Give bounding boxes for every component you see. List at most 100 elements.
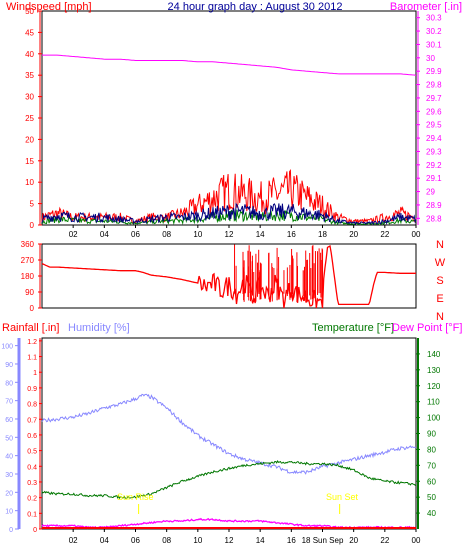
rain-tick-label: 0.3 <box>27 480 37 487</box>
sunset-label: Sun Set <box>326 492 359 502</box>
compass-label: N <box>436 311 444 323</box>
graph-title: 24 hour graph day : August 30 2012 <box>168 1 343 13</box>
humidity-tick-label: 0 <box>9 527 13 534</box>
sunrise-label: Sun Rise <box>117 492 154 502</box>
barometer-tick-label: 29.8 <box>426 81 442 90</box>
rain-tick-label: 0.6 <box>27 433 37 440</box>
barometer-line <box>42 54 417 76</box>
humidity-tick-label: 40 <box>5 454 13 461</box>
x-tick-label: 14 <box>256 230 265 239</box>
barometer-tick-label: 28.9 <box>426 201 442 210</box>
barometer-tick-label: 29.2 <box>426 161 442 170</box>
x-tick-label: 14 <box>256 536 265 545</box>
rain-tick-label: 0.1 <box>27 511 37 518</box>
compass-label: N <box>436 239 444 251</box>
compass-label: S <box>436 275 443 287</box>
x-tick-label: 12 <box>225 536 234 545</box>
humidity-line <box>41 393 417 475</box>
wind-tick-label: 0 <box>30 221 35 230</box>
wind-direction-line <box>41 245 416 309</box>
barometer-tick-label: 29.9 <box>426 67 442 76</box>
wind-tick-label: 50 <box>25 7 34 16</box>
x-tick-label: 06 <box>131 230 140 239</box>
barometer-tick-label: 29.1 <box>426 174 442 183</box>
x-tick-label: 22 <box>380 536 389 545</box>
x-tick-label: 16 <box>287 536 296 545</box>
barometer-tick-label: 29.7 <box>426 94 442 103</box>
direction-tick-label: 90 <box>25 288 34 297</box>
direction-tick-label: 270 <box>21 256 35 265</box>
x-tick-label: 12 <box>225 230 234 239</box>
wind-tick-label: 5 <box>30 200 35 209</box>
wind-axis-label: Windspeed [mph] <box>6 1 92 13</box>
wind-tick-label: 35 <box>25 71 34 80</box>
compass-label: W <box>435 257 446 269</box>
barometer-tick-label: 29.5 <box>426 121 442 130</box>
rain-tick-label: 0.8 <box>27 402 37 409</box>
barometer-tick-label: 30.3 <box>426 14 442 23</box>
x-tick-label: 04 <box>100 230 109 239</box>
wind-gust-line <box>41 169 417 226</box>
x-tick-label: 02 <box>69 536 78 545</box>
barometer-tick-label: 29.3 <box>426 147 442 156</box>
temp-tick-label: 100 <box>427 414 441 423</box>
direction-tick-label: 360 <box>21 240 35 249</box>
temp-tick-label: 140 <box>427 350 441 359</box>
temperature-line <box>41 460 417 500</box>
direction-plot-area <box>41 243 417 309</box>
wind-tick-label: 15 <box>25 157 34 166</box>
wind-tick-label: 10 <box>25 178 34 187</box>
humidity-tick-label: 100 <box>1 344 13 351</box>
wind-speed-line <box>41 209 417 226</box>
humidity-tick-label: 50 <box>5 435 13 442</box>
humidity-tick-label: 80 <box>5 380 13 387</box>
humidity-tick-label: 60 <box>5 417 13 424</box>
wind-tick-label: 45 <box>25 28 34 37</box>
compass-label: E <box>436 293 443 305</box>
rain-tick-label: 1.2 <box>27 339 37 346</box>
barometer-tick-label: 29 <box>426 188 435 197</box>
wind-tick-label: 25 <box>25 114 34 123</box>
rain-tick-label: 0.4 <box>27 464 37 471</box>
rain-tick-label: 0 <box>33 527 37 534</box>
barometer-tick-label: 30.1 <box>426 40 442 49</box>
x-tick-label: 20 <box>349 230 358 239</box>
humidity-tick-label: 10 <box>5 509 13 516</box>
x-tick-label: 04 <box>100 536 109 545</box>
direction-tick-label: 180 <box>21 272 35 281</box>
humidity-tick-label: 20 <box>5 490 13 497</box>
x-tick-label: 22 <box>380 230 389 239</box>
barometer-tick-label: 29.6 <box>426 107 442 116</box>
temp-plot-area <box>41 337 417 530</box>
temperature-axis-label: Temperature [°F] <box>312 322 394 334</box>
rainfall-axis-label: Rainfall [.in] <box>2 322 59 334</box>
temp-tick-label: 120 <box>427 382 441 391</box>
x-tick-label: 10 <box>193 536 202 545</box>
x-tick-label: 06 <box>131 536 140 545</box>
temp-tick-label: 40 <box>427 509 436 518</box>
wind-plot-area <box>41 10 417 226</box>
x-tick-label: 00 <box>412 230 421 239</box>
rain-tick-label: 0.9 <box>27 386 37 393</box>
x-tick-label: 08 <box>162 230 171 239</box>
x-tick-label: 18 Sun Sep <box>302 536 344 545</box>
humidity-tick-label: 90 <box>5 362 13 369</box>
rain-tick-label: 1 <box>33 370 37 377</box>
dewpoint-axis-label: Dew Point [°F] <box>392 322 462 334</box>
rain-tick-label: 0.5 <box>27 449 37 456</box>
wind-tick-label: 30 <box>25 93 34 102</box>
temp-tick-label: 130 <box>427 366 441 375</box>
wind-avg-line <box>41 202 417 226</box>
humidity-axis-label: Humidity [%] <box>68 322 130 334</box>
barometer-tick-label: 28.8 <box>426 214 442 223</box>
wind-barometer-panel: Windspeed [mph] 24 hour graph day : Augu… <box>6 1 462 239</box>
barometer-axis-label: Barometer [.in] <box>390 1 462 13</box>
barometer-tick-label: 30.2 <box>426 27 442 36</box>
x-tick-label: 08 <box>162 536 171 545</box>
barometer-tick-label: 30 <box>426 54 435 63</box>
humidity-tick-label: 70 <box>5 399 13 406</box>
rain-tick-label: 1.1 <box>27 355 37 362</box>
temp-tick-label: 60 <box>427 477 436 486</box>
